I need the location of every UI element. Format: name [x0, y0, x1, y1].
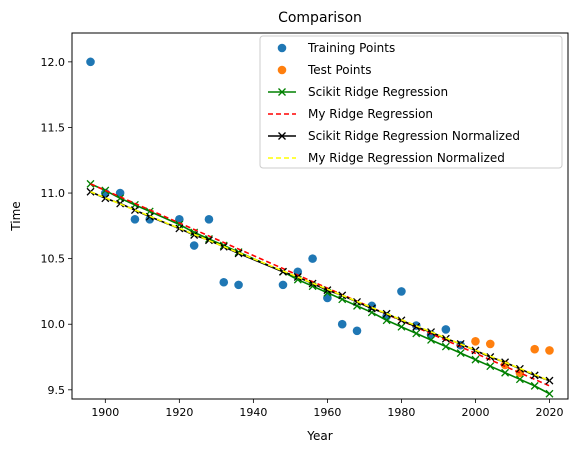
training-point	[352, 326, 362, 336]
scikit-ridge-normalized-line-marker	[323, 286, 332, 295]
training-point	[397, 287, 406, 296]
training-point	[308, 254, 317, 263]
training-point	[278, 280, 288, 290]
training-point	[234, 280, 243, 290]
y-tick-label: 10.0	[41, 318, 66, 331]
x-tick-label: 1900	[91, 406, 119, 419]
y-tick-label: 11.5	[41, 121, 66, 134]
x-tick-label: 1940	[239, 406, 267, 419]
y-tick-label: 11.0	[41, 187, 66, 200]
legend-item: My Ridge Regression Normalized	[268, 151, 505, 165]
x-tick-label: 1960	[313, 406, 341, 419]
scikit-ridge-line-marker	[412, 329, 421, 338]
training-point	[175, 214, 184, 224]
y-axis: 9.5 10.0 10.5 11.0 11.5 12.0	[41, 56, 72, 397]
legend-item: Scikit Ridge Regression Normalized	[268, 129, 520, 143]
legend-marker	[278, 88, 286, 96]
x-tick-label: 2000	[461, 406, 489, 419]
training-point	[219, 277, 229, 287]
legend-label: Scikit Ridge Regression Normalized	[308, 129, 520, 143]
x-tick-label: 1920	[165, 406, 193, 419]
test-point	[485, 339, 495, 349]
scikit-ridge-line-marker	[530, 381, 539, 390]
scikit-ridge-line-marker	[545, 389, 554, 398]
legend-label: Test Points	[307, 63, 372, 77]
scikit-ridge-normalized-line-marker	[412, 322, 421, 331]
scikit-ridge-line-marker	[486, 362, 495, 371]
training-point	[204, 214, 214, 224]
legend-label: Training Points	[307, 41, 395, 55]
scikit-ridge-line-marker	[427, 336, 436, 344]
test-point	[530, 344, 539, 354]
legend-item: Training Points	[277, 41, 395, 55]
data-series	[86, 57, 554, 398]
y-tick-label: 9.5	[48, 384, 66, 397]
training-point	[337, 319, 347, 329]
training-point	[189, 241, 199, 250]
test-point	[545, 346, 554, 355]
scikit-ridge-line-marker	[456, 349, 465, 358]
y-tick-label: 12.0	[41, 56, 66, 69]
scikit-ridge-line-marker	[382, 316, 391, 325]
legend-label: My Ridge Regression Normalized	[308, 151, 505, 165]
scikit-ridge-line-marker	[471, 355, 480, 364]
legend-marker	[277, 43, 287, 53]
x-axis: 1900 1920 1940 1960 1980 2000 2020	[91, 399, 563, 419]
y-axis-label: Time	[9, 201, 23, 231]
scikit-ridge-normalized-line-marker	[116, 199, 125, 208]
x-axis-label: Year	[306, 429, 332, 443]
chart-title: Comparison	[278, 10, 362, 26]
legend-label: Scikit Ridge Regression	[308, 85, 448, 99]
legend-marker	[277, 65, 287, 75]
legend-item: My Ridge Regression	[268, 107, 433, 121]
training-point	[115, 188, 125, 198]
legend-marker	[278, 132, 286, 140]
legend-box	[259, 35, 563, 169]
training-point	[86, 57, 95, 67]
legend-item: Scikit Ridge Regression	[268, 85, 448, 99]
x-tick-label: 1980	[387, 406, 415, 419]
legend: Training Points Test Points Scikit Ridge R…	[259, 35, 563, 169]
my-ridge-normalized-line	[90, 190, 550, 382]
test-point	[471, 336, 480, 346]
scikit-ridge-normalized-line-marker	[367, 304, 376, 313]
training-point	[323, 293, 332, 303]
legend-label: My Ridge Regression	[308, 107, 433, 121]
legend-item: Test Points	[277, 63, 372, 77]
scikit-ridge-line-marker	[501, 368, 510, 377]
training-point	[130, 214, 140, 224]
y-tick-label: 10.5	[41, 253, 66, 266]
training-point	[441, 325, 451, 334]
x-tick-label: 2020	[535, 406, 563, 419]
scikit-ridge-line-marker	[441, 342, 450, 351]
scikit-ridge-line-marker	[397, 322, 406, 331]
scikit-ridge-line-marker	[515, 375, 524, 384]
